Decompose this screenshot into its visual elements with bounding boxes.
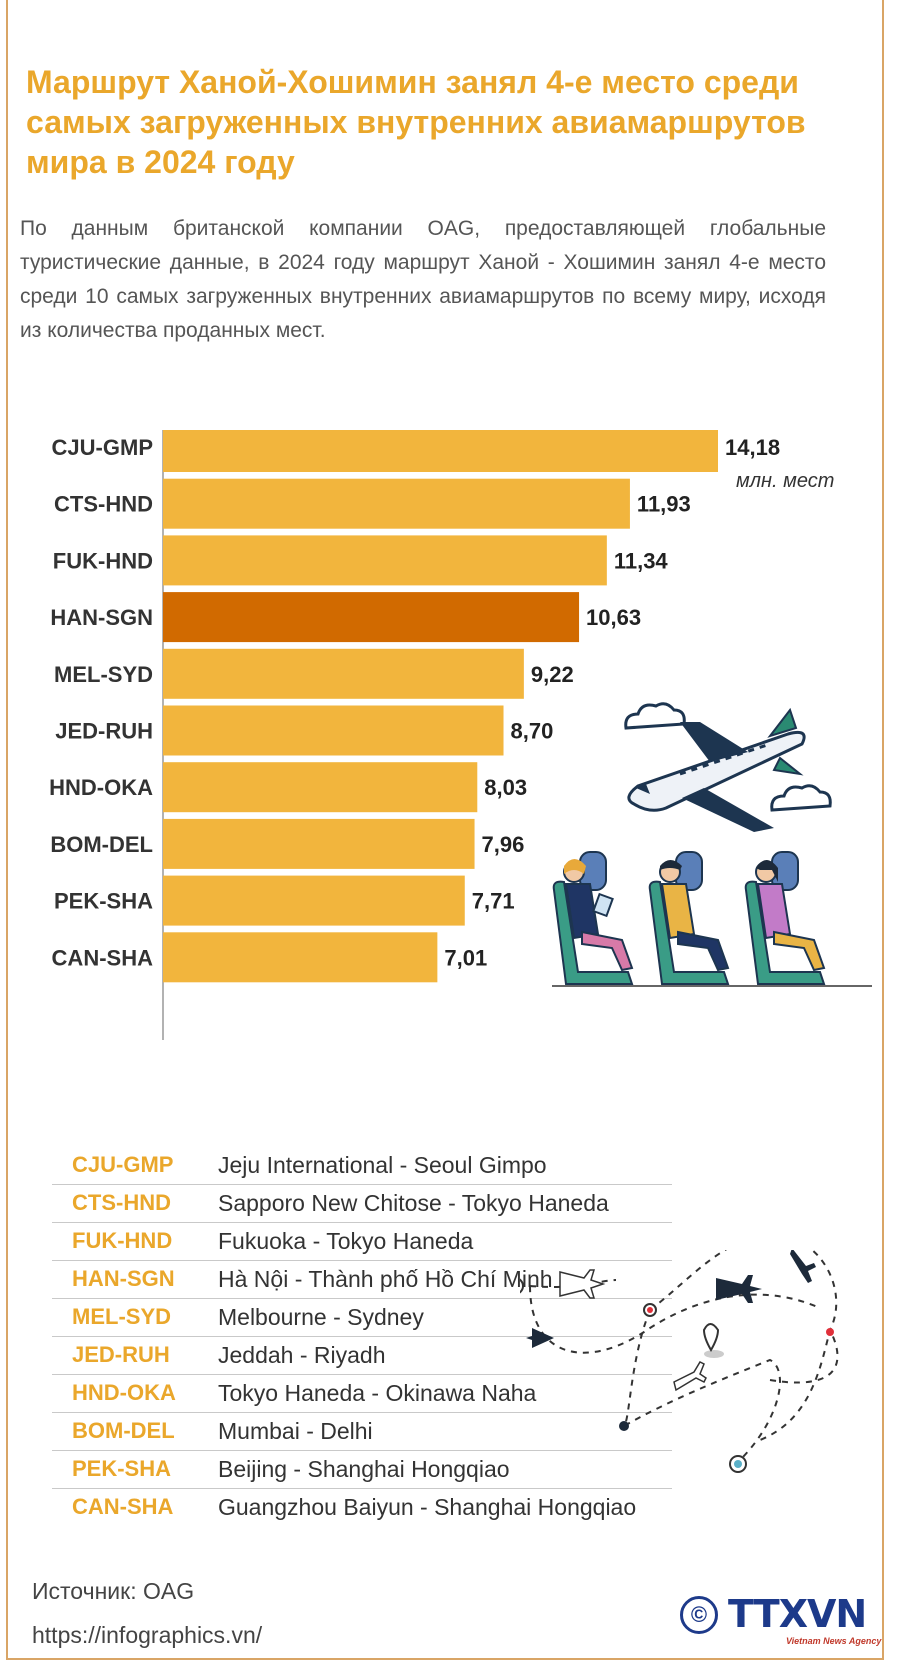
passenger-seat-icon <box>552 851 634 985</box>
bar-value-mel-syd: 9,22 <box>531 662 574 687</box>
legend-row: HAN-SGN Hà Nội - Thành phố Hồ Chí Minh <box>52 1261 672 1299</box>
bar-can-sha <box>163 932 438 983</box>
bar-hnd-oka <box>163 762 478 813</box>
location-pin-icon <box>702 1323 724 1358</box>
passengers-illustration <box>552 851 872 987</box>
airplane-illustration <box>624 702 832 832</box>
bar-value-han-sgn: 10,63 <box>586 605 641 630</box>
cloud-icon <box>770 784 832 812</box>
chart-unit-label: млн. мест <box>736 470 834 492</box>
bar-fuk-hnd <box>163 535 607 586</box>
legend-row: MEL-SYD Melbourne - Sydney <box>52 1299 672 1337</box>
bar-value-can-sha: 7,01 <box>444 945 487 970</box>
bar-label-hnd-oka: HND-OKA <box>49 775 153 800</box>
bar-label-cju-gmp: CJU-GMP <box>52 435 153 460</box>
legend-code: CTS-HND <box>72 1190 171 1215</box>
legend-route-name: Tokyo Haneda - Okinawa Naha <box>218 1380 537 1406</box>
legend-route-name: Sapporo New Chitose - Tokyo Haneda <box>218 1190 609 1216</box>
bar-label-bom-del: BOM-DEL <box>50 832 153 857</box>
ttxvn-logo-subtitle: Vietnam News Agency <box>786 1636 882 1646</box>
legend-route-name: Jeddah - Riyadh <box>218 1342 386 1368</box>
bar-value-cju-gmp: 14,18 <box>725 435 780 460</box>
bar-label-mel-syd: MEL-SYD <box>54 662 153 687</box>
bar-value-pek-sha: 7,71 <box>472 889 515 914</box>
legend-route-name: Jeju International - Seoul Gimpo <box>218 1152 547 1178</box>
bar-mel-syd <box>163 648 524 699</box>
ttxvn-logo: TTXVN <box>728 1592 867 1636</box>
legend-code: CAN-SHA <box>72 1494 174 1519</box>
legend-code: FUK-HND <box>72 1228 173 1253</box>
bar-jed-ruh <box>163 705 504 756</box>
legend-code: HND-OKA <box>72 1380 176 1405</box>
legend-row: CJU-GMP Jeju International - Seoul Gimpo <box>52 1147 672 1185</box>
legend-row: PEK-SHA Beijing - Shanghai Hongqiao <box>52 1451 672 1489</box>
bar-label-cts-hnd: CTS-HND <box>54 492 153 517</box>
bar-value-hnd-oka: 8,03 <box>484 775 527 800</box>
bar-value-fuk-hnd: 11,34 <box>614 548 669 573</box>
legend-route-name: Mumbai - Delhi <box>218 1418 373 1444</box>
route-legend: CJU-GMP Jeju International - Seoul Gimpo C… <box>52 1147 672 1527</box>
copyright-icon: © <box>680 1596 718 1634</box>
bar-value-bom-del: 7,96 <box>482 832 525 857</box>
bar-label-jed-ruh: JED-RUH <box>55 719 153 744</box>
legend-route-name: Melbourne - Sydney <box>218 1304 424 1330</box>
legend-route-name: Guangzhou Baiyun - Shanghai Hongqiao <box>218 1494 637 1520</box>
passenger-seat-icon <box>648 851 730 985</box>
legend-row: CAN-SHA Guangzhou Baiyun - Shanghai Hongq… <box>52 1489 672 1527</box>
source-url[interactable]: https://infographics.vn/ <box>32 1622 263 1648</box>
bar-chart: CJU-GMP 14,18 CTS-HND 11,93 FUK-HND 11,34 HAN-… <box>49 430 872 1040</box>
bar-cts-hnd <box>163 478 630 529</box>
bar-han-sgn <box>163 592 580 643</box>
route-map-illustration <box>520 1250 839 1473</box>
bar-bom-del <box>163 818 475 869</box>
legend-row: CTS-HND Sapporo New Chitose - Tokyo Haned… <box>52 1185 672 1223</box>
bar-value-jed-ruh: 8,70 <box>511 719 554 744</box>
legend-route-name: Beijing - Shanghai Hongqiao <box>218 1456 510 1482</box>
airplane-icon <box>627 707 806 832</box>
airplane-icon <box>526 1250 816 1392</box>
cloud-icon <box>624 702 686 730</box>
bar-pek-sha <box>163 875 465 926</box>
intro-paragraph: По данным британской компании OAG, предо… <box>20 217 826 342</box>
legend-row: JED-RUH Jeddah - Riyadh <box>52 1337 672 1375</box>
legend-row: BOM-DEL Mumbai - Delhi <box>52 1413 672 1451</box>
legend-row: FUK-HND Fukuoka - Tokyo Haneda <box>52 1223 672 1261</box>
legend-code: MEL-SYD <box>72 1304 171 1329</box>
legend-code: HAN-SGN <box>72 1266 175 1291</box>
bar-label-pek-sha: PEK-SHA <box>54 889 153 914</box>
legend-route-name: Hà Nội - Thành phố Hồ Chí Minh <box>218 1266 553 1292</box>
legend-code: BOM-DEL <box>72 1418 175 1443</box>
passenger-seat-icon <box>744 851 826 985</box>
bar-value-cts-hnd: 11,93 <box>637 492 691 517</box>
page-frame <box>6 0 884 1660</box>
bar-label-fuk-hnd: FUK-HND <box>53 548 153 573</box>
chart-bars: CJU-GMP 14,18 CTS-HND 11,93 FUK-HND 11,34 HAN-… <box>49 430 780 983</box>
page-title: Маршрут Ханой-Хошимин занял 4-е место ср… <box>26 64 806 180</box>
legend-code: PEK-SHA <box>72 1456 172 1481</box>
legend-route-name: Fukuoka - Tokyo Haneda <box>218 1228 474 1254</box>
legend-code: JED-RUH <box>72 1342 170 1367</box>
bar-label-han-sgn: HAN-SGN <box>50 605 153 630</box>
legend-code: CJU-GMP <box>72 1152 174 1177</box>
source-text: Источник: OAG <box>32 1578 195 1604</box>
bar-label-can-sha: CAN-SHA <box>52 945 154 970</box>
bar-cju-gmp <box>163 430 718 472</box>
legend-row: HND-OKA Tokyo Haneda - Okinawa Naha <box>52 1375 672 1413</box>
